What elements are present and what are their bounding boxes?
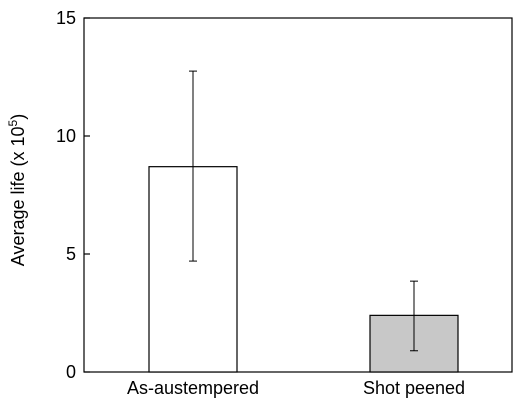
x-tick-label: Shot peened (363, 378, 465, 398)
y-tick-label: 15 (56, 8, 76, 28)
plot-area: 0 5 10 15 As-austempered Shot peened (56, 8, 513, 398)
y-axis-label: Average life (x 105) (6, 114, 28, 266)
plot-frame (83, 17, 513, 373)
x-tick-label: As-austempered (127, 378, 259, 398)
y-tick-label: 0 (66, 362, 76, 382)
y-tick-label: 5 (66, 244, 76, 264)
y-tick-label: 10 (56, 126, 76, 146)
